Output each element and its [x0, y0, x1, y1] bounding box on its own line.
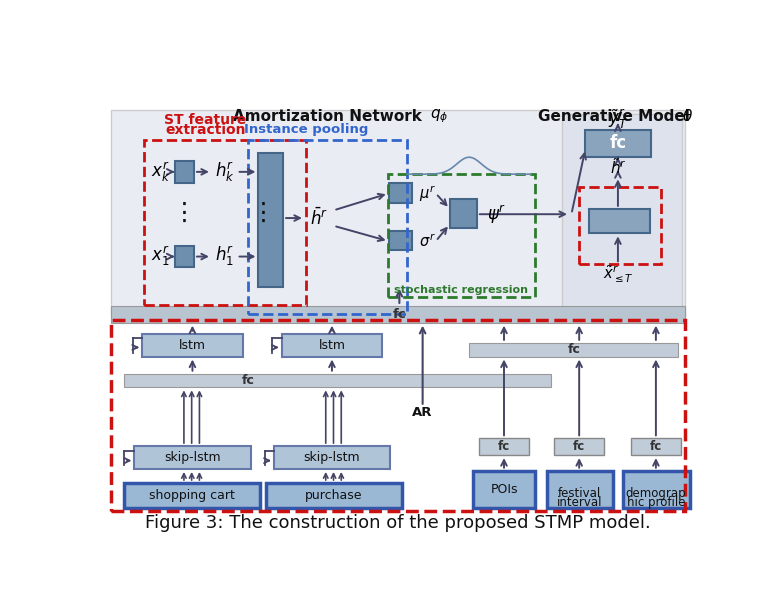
- Text: fc: fc: [498, 440, 510, 453]
- Text: ⋮: ⋮: [172, 201, 197, 225]
- Bar: [175, 246, 194, 267]
- Text: fc: fc: [567, 343, 580, 356]
- Text: ST feature: ST feature: [165, 113, 247, 127]
- Text: lstm: lstm: [179, 338, 206, 352]
- Text: skip-lstm: skip-lstm: [164, 451, 221, 464]
- Bar: [124, 374, 550, 388]
- Bar: [589, 209, 650, 233]
- Text: Amortization Network: Amortization Network: [232, 109, 427, 124]
- Text: fc: fc: [242, 374, 255, 387]
- Bar: [388, 174, 535, 297]
- Bar: [111, 306, 685, 323]
- Text: festival: festival: [558, 487, 601, 500]
- Bar: [450, 199, 477, 228]
- Text: $\tilde{x}_{\leq T}^r$: $\tilde{x}_{\leq T}^r$: [603, 263, 633, 285]
- Text: $\sigma^r$: $\sigma^r$: [419, 233, 435, 250]
- Text: fc: fc: [609, 135, 626, 152]
- Bar: [111, 320, 685, 511]
- Text: Instance pooling: Instance pooling: [244, 123, 368, 136]
- Text: shopping cart: shopping cart: [148, 489, 235, 502]
- Bar: [388, 184, 412, 203]
- Text: $\tilde{y}_T^r$: $\tilde{y}_T^r$: [608, 107, 628, 130]
- Text: stochastic regression: stochastic regression: [395, 285, 528, 295]
- Text: $\bar{h}^r$: $\bar{h}^r$: [310, 208, 328, 229]
- Bar: [142, 334, 243, 356]
- Text: POIs: POIs: [490, 483, 517, 496]
- Bar: [469, 343, 678, 356]
- Text: $x_1^r$: $x_1^r$: [152, 245, 170, 269]
- Text: fc: fc: [573, 440, 585, 453]
- Text: skip-lstm: skip-lstm: [304, 451, 361, 464]
- Bar: [266, 483, 402, 508]
- Text: $\psi^r$: $\psi^r$: [487, 203, 506, 225]
- Bar: [281, 334, 382, 356]
- Text: $\mu^r$: $\mu^r$: [419, 183, 436, 203]
- Text: interval: interval: [556, 496, 602, 509]
- Text: $h_k^r$: $h_k^r$: [215, 160, 235, 184]
- Text: demograp: demograp: [625, 487, 686, 500]
- Text: fc: fc: [650, 440, 662, 453]
- Bar: [631, 438, 681, 455]
- Text: $x_k^r$: $x_k^r$: [151, 160, 170, 184]
- Bar: [473, 471, 535, 508]
- Text: lstm: lstm: [319, 338, 346, 352]
- Text: Generative Model: Generative Model: [538, 109, 695, 124]
- Bar: [388, 231, 412, 251]
- Bar: [622, 471, 690, 508]
- Text: ⋮: ⋮: [251, 201, 277, 225]
- Bar: [547, 471, 612, 508]
- Bar: [124, 483, 260, 508]
- Bar: [258, 152, 283, 288]
- Text: extraction: extraction: [166, 123, 246, 136]
- Text: AR: AR: [413, 407, 433, 419]
- Bar: [479, 438, 529, 455]
- Text: $q_\phi$: $q_\phi$: [430, 108, 449, 125]
- Bar: [579, 187, 660, 264]
- Bar: [111, 110, 685, 316]
- Text: fc: fc: [392, 308, 406, 321]
- Text: Figure 3: The construction of the proposed STMP model.: Figure 3: The construction of the propos…: [145, 514, 650, 532]
- Bar: [248, 139, 407, 315]
- Bar: [175, 161, 194, 182]
- Text: hic profile: hic profile: [626, 496, 685, 509]
- Bar: [134, 446, 250, 469]
- Text: $\theta$: $\theta$: [682, 108, 693, 124]
- Text: purchase: purchase: [305, 489, 362, 502]
- Bar: [144, 139, 306, 305]
- Text: $h_1^r$: $h_1^r$: [215, 245, 235, 269]
- Bar: [585, 130, 651, 157]
- Bar: [274, 446, 390, 469]
- Bar: [554, 438, 604, 455]
- Text: $\tilde{h}^r$: $\tilde{h}^r$: [609, 157, 626, 177]
- Bar: [562, 114, 682, 313]
